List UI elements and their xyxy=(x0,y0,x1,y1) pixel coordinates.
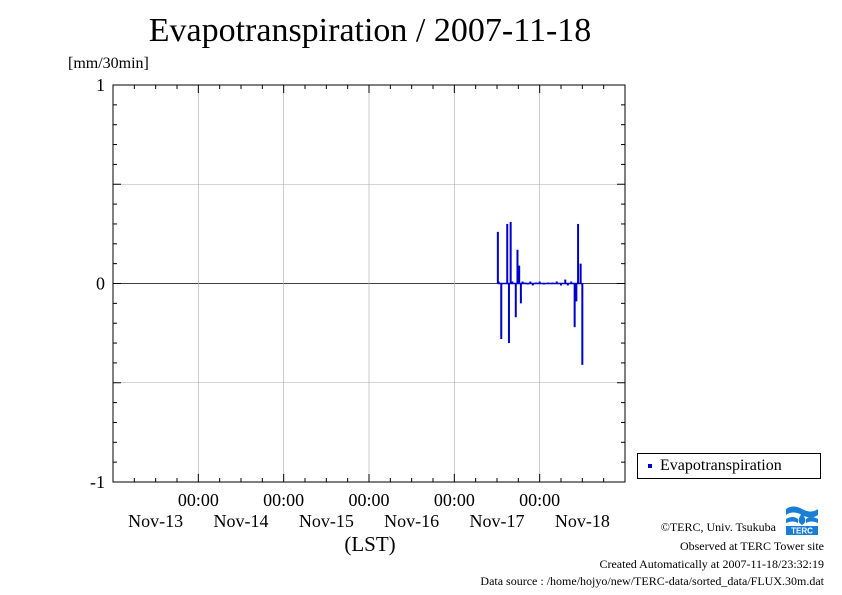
terc-logo-icon: TERC xyxy=(784,503,820,535)
data-bars xyxy=(496,221,584,365)
x-date-label: Nov-16 xyxy=(384,511,439,531)
x-tick-time-label: 00:00 xyxy=(348,490,389,510)
logo-text: TERC xyxy=(791,527,813,536)
x-date-label: Nov-14 xyxy=(214,511,269,531)
y-tick-label: 0 xyxy=(96,274,105,294)
x-tick-time-label: 00:00 xyxy=(263,490,304,510)
x-tick-time-label: 00:00 xyxy=(519,490,560,510)
x-date-label: Nov-13 xyxy=(128,511,183,531)
x-date-label: Nov-18 xyxy=(555,511,610,531)
legend-swatch xyxy=(648,464,652,468)
chart-title: Evapotranspiration / 2007-11-18 xyxy=(148,12,592,49)
x-date-label: Nov-17 xyxy=(470,511,525,531)
x-date-label: Nov-15 xyxy=(299,511,354,531)
y-tick-label: -1 xyxy=(90,472,105,492)
y-tick-label: 1 xyxy=(96,75,105,95)
credit-source: Data source : /home/hojyo/new/TERC-data/… xyxy=(480,574,824,588)
credit-site: Observed at TERC Tower site xyxy=(679,539,824,553)
x-tick-time-label: 00:00 xyxy=(178,490,219,510)
axis-ticks xyxy=(112,84,626,483)
x-axis-label: (LST) xyxy=(344,532,396,556)
legend-label: Evapotranspiration xyxy=(660,457,782,474)
credit-copyright: ©TERC, Univ. Tsukuba xyxy=(660,520,776,534)
y-axis-label: [mm/30min] xyxy=(68,55,149,72)
x-tick-time-label: 00:00 xyxy=(434,490,475,510)
credit-created: Created Automatically at 2007-11-18/23:3… xyxy=(599,557,824,571)
legend: Evapotranspiration xyxy=(637,453,821,479)
